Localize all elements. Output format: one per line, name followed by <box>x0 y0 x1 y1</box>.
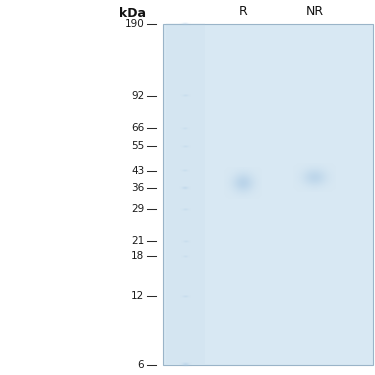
Text: 55: 55 <box>131 141 144 152</box>
Text: kDa: kDa <box>119 7 146 20</box>
Text: R: R <box>238 5 247 18</box>
Text: 43: 43 <box>131 166 144 176</box>
Text: 92: 92 <box>131 91 144 101</box>
Text: NR: NR <box>305 5 323 18</box>
Text: 21: 21 <box>131 236 144 246</box>
Text: 36: 36 <box>131 183 144 193</box>
Text: 190: 190 <box>124 20 144 29</box>
Text: 6: 6 <box>138 360 144 369</box>
Text: 29: 29 <box>131 204 144 214</box>
Bar <box>163 24 373 364</box>
Text: 12: 12 <box>131 291 144 301</box>
Text: 18: 18 <box>131 251 144 261</box>
Text: 66: 66 <box>131 123 144 134</box>
